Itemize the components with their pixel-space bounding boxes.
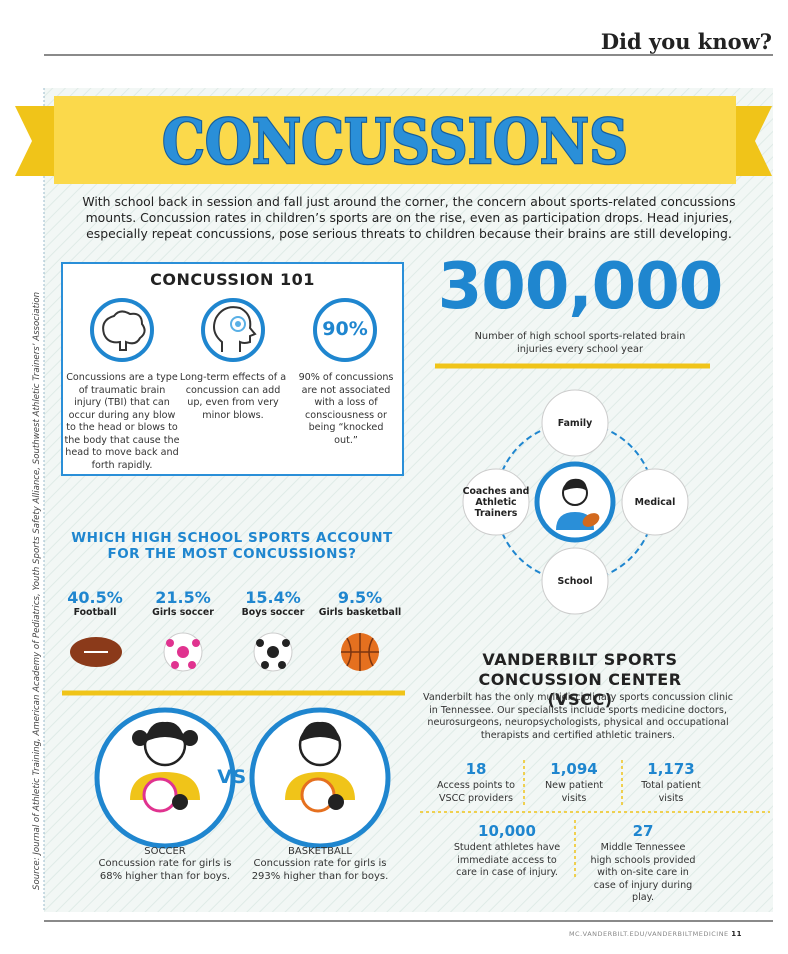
vs: VS [217, 766, 247, 788]
page-number: 11 [731, 930, 742, 938]
icon-part [341, 633, 379, 671]
footer: MC.VANDERBILT.EDU/VANDERBILTMEDICINE 11 [569, 930, 742, 938]
stat-label: Access points to VSCC providers [436, 780, 516, 804]
icon-part [213, 306, 257, 352]
icon-part [192, 639, 200, 647]
fact: Concussions are a type of traumatic brai… [64, 372, 180, 471]
icon-part [261, 661, 269, 669]
icon-part [256, 639, 264, 647]
big-stat: 300,000 [437, 250, 724, 324]
icon-part [230, 316, 246, 332]
stat-label: Middle Tennessee high schools provided w… [590, 842, 696, 903]
node-circle [462, 468, 530, 536]
node-label: Coaches and Athletic Trainers [462, 486, 530, 519]
icon-part [282, 639, 290, 647]
kicker: Did you know? [600, 29, 772, 54]
stat-value: 27 [632, 822, 654, 840]
fact: Long-term effects of a concussion can ad… [179, 372, 287, 421]
sport-label: Football [73, 607, 117, 618]
ribbon-tail [15, 106, 60, 176]
stat-value: 1,094 [550, 760, 598, 778]
icon-part [235, 321, 241, 327]
icon-part [563, 478, 587, 491]
sport-label: Girls soccer [152, 607, 214, 618]
main-title: CONCUSSIONS [162, 105, 628, 178]
node-circle [621, 468, 689, 536]
percent-icon [313, 298, 377, 362]
icon-part [328, 794, 344, 810]
sport-label: Boys soccer [241, 607, 305, 618]
vscc-title: VANDERBILT SPORTS CONCUSSION CENTER (VSC… [478, 650, 682, 709]
stat-label: New patient visits [544, 780, 604, 804]
icon-part [300, 721, 340, 742]
percent: 9.5% [337, 588, 383, 607]
source: Source: Journal of Athletic Training, Am… [32, 291, 42, 890]
node-label: Family [557, 418, 593, 429]
sport-name: BASKETBALL [288, 846, 352, 857]
icon-part [582, 513, 600, 527]
icon-part [102, 310, 146, 351]
stat-label: Student athletes have immediate access t… [453, 842, 561, 878]
icon-part [166, 639, 174, 647]
comparison-text: Concussion rate for girls is 68% higher … [98, 858, 232, 882]
icon-part [182, 730, 198, 746]
percent: 21.5% [155, 588, 211, 607]
stat-label: Total patient visits [641, 780, 701, 804]
sport-name: SOCCER [144, 846, 186, 857]
banner [54, 96, 736, 184]
icon-part [142, 777, 178, 813]
node-label: School [557, 576, 593, 587]
node-circle [541, 389, 609, 457]
icon-part [188, 661, 196, 669]
stat-caption: Number of high school sports-related bra… [474, 331, 686, 355]
ribbon-tail [730, 106, 772, 176]
stat-value: 18 [465, 760, 487, 778]
vscc-description: Vanderbilt has the only multidisciplinar… [423, 692, 733, 741]
icon-part [132, 730, 148, 746]
sport-label: Girls basketball [318, 607, 402, 618]
icon-label: 90% [322, 318, 368, 340]
node-label: Medical [634, 497, 676, 508]
sports-title: WHICH HIGH SCHOOL SPORTS ACCOUNT FOR THE… [71, 530, 393, 562]
icon-part [172, 794, 188, 810]
intro: With school back in session and fall jus… [82, 194, 736, 241]
percent: 40.5% [67, 588, 123, 607]
footer-url: MC.VANDERBILT.EDU/VANDERBILTMEDICINE [568, 930, 729, 938]
box-title: CONCUSSION 101 [150, 270, 315, 289]
percent: 15.4% [245, 588, 301, 607]
icon-part [145, 721, 185, 742]
node-circle [541, 547, 609, 615]
icon-part [278, 661, 286, 669]
icon-part [267, 646, 279, 658]
stat-value: 10,000 [478, 822, 536, 840]
icon-part [177, 646, 189, 658]
icon-part [171, 661, 179, 669]
fact: 90% of concussions are not associated wi… [298, 372, 394, 446]
stat-value: 1,173 [647, 760, 695, 778]
comparison-text: Concussion rate for girls is 293% higher… [251, 858, 389, 882]
